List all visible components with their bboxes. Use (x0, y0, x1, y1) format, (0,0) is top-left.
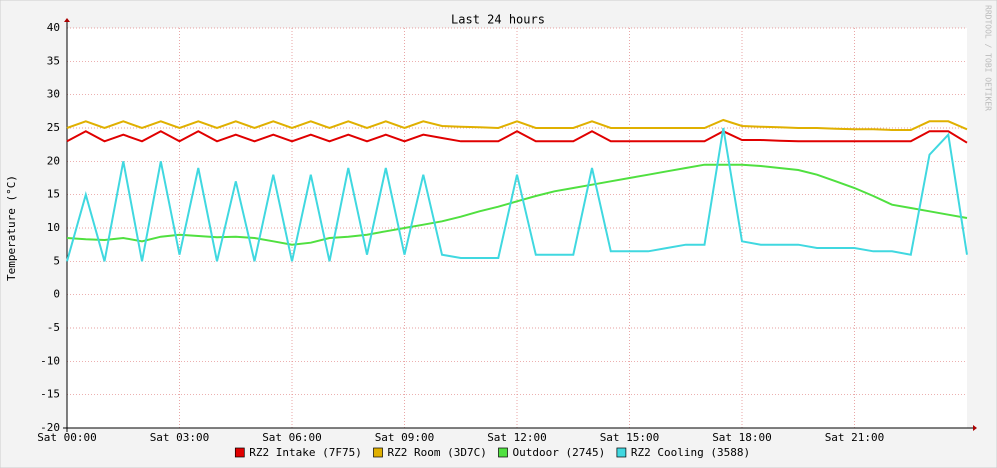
legend-label: RZ2 Cooling (3588) (631, 446, 750, 459)
x-tick-label: Sat 18:00 (712, 431, 772, 444)
x-tick-label: Sat 09:00 (375, 431, 435, 444)
chart-title: Last 24 hours (451, 13, 545, 27)
y-tick-label: 10 (47, 221, 60, 234)
y-tick-label: 20 (47, 154, 60, 167)
x-tick-label: Sat 21:00 (825, 431, 885, 444)
y-tick-label: 15 (47, 188, 60, 201)
x-tick-label: Sat 03:00 (150, 431, 210, 444)
y-tick-label: 5 (53, 254, 60, 267)
series-line (66, 130, 968, 144)
y-tick-label: -5 (47, 321, 60, 334)
legend-label: RZ2 Room (3D7C) (388, 446, 487, 459)
legend-label: Outdoor (2745) (513, 446, 606, 459)
x-tick-label: Sat 12:00 (487, 431, 547, 444)
legend-swatch (616, 447, 627, 458)
y-tick-label: -10 (40, 354, 60, 367)
y-tick-label: 40 (47, 21, 60, 34)
legend: RZ2 Intake (7F75) RZ2 Room (3D7C) Outdoor … (234, 446, 750, 459)
x-axis-arrow (973, 425, 977, 431)
y-axis-label: Temperature (°C) (5, 175, 18, 281)
series-line (66, 163, 968, 246)
y-tick-label: 0 (53, 288, 60, 301)
y-tick-label: 30 (47, 88, 60, 101)
y-axis-arrow (64, 18, 70, 22)
x-tick-label: Sat 00:00 (37, 431, 97, 444)
x-tick-label: Sat 06:00 (262, 431, 322, 444)
series-line (66, 127, 968, 262)
series-line (66, 118, 968, 131)
x-tick-label: Sat 15:00 (600, 431, 660, 444)
y-tick-label: 25 (47, 121, 60, 134)
y-tick-label: -15 (40, 388, 60, 401)
legend-label: RZ2 Intake (7F75) (249, 446, 362, 459)
legend-swatch (234, 447, 245, 458)
y-tick-label: -20 (40, 421, 60, 434)
watermark: RRDTOOL / TOBI OETIKER (984, 5, 993, 111)
legend-swatch (373, 447, 383, 458)
legend-swatch (498, 447, 508, 458)
y-tick-label: 35 (47, 54, 60, 67)
